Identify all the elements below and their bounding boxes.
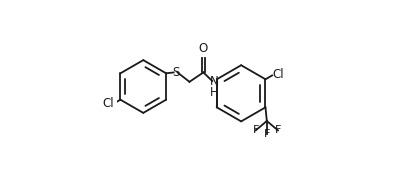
- Text: Cl: Cl: [102, 97, 114, 110]
- Text: O: O: [199, 42, 208, 55]
- Text: Cl: Cl: [272, 68, 284, 81]
- Text: F: F: [264, 129, 270, 139]
- Text: N: N: [210, 75, 219, 88]
- Text: S: S: [172, 66, 179, 79]
- Text: F: F: [252, 125, 259, 135]
- Text: F: F: [275, 125, 281, 135]
- Text: H: H: [210, 85, 219, 99]
